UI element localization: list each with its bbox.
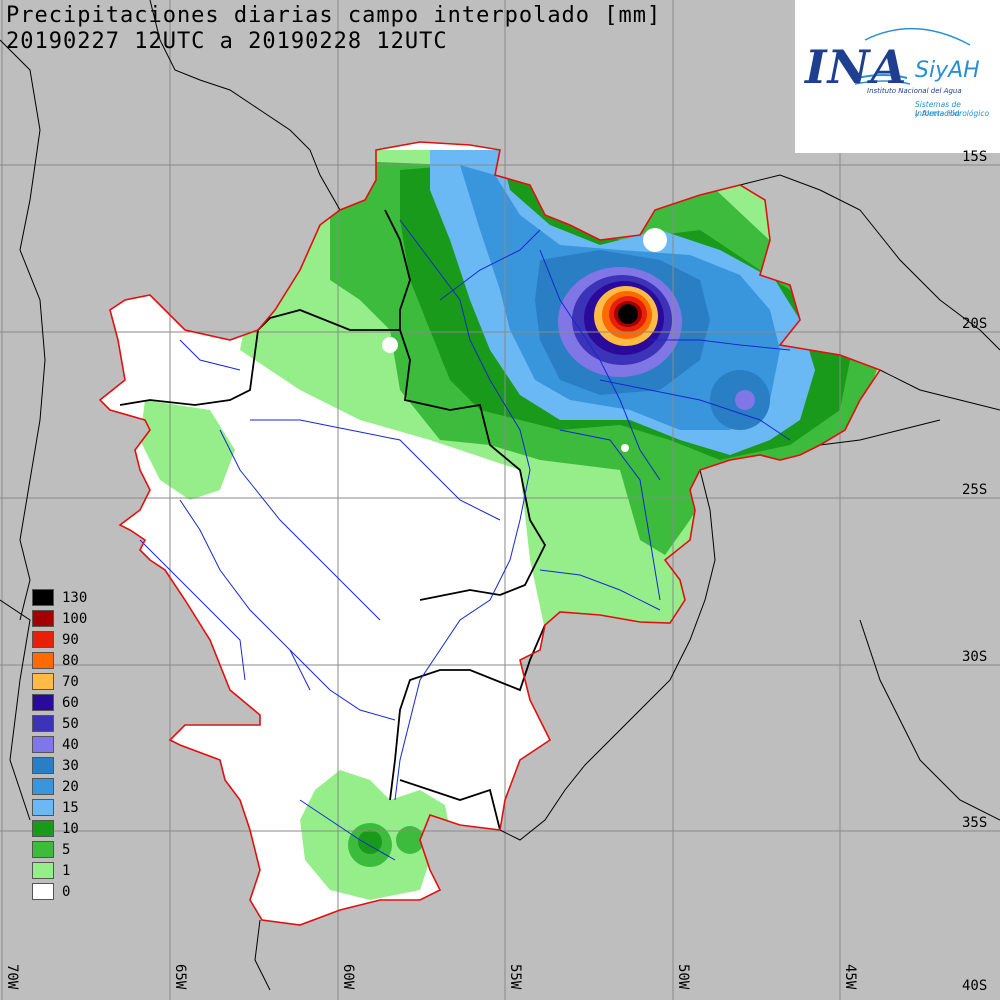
- legend-swatch: [32, 862, 54, 879]
- lon-label-65w: 65W: [172, 964, 188, 990]
- legend-label: 1: [62, 863, 71, 879]
- legend-swatch: [32, 799, 54, 816]
- logo-system-line1: Sistemas de Información: [915, 100, 961, 118]
- logo-system-line2: y Alerta Hidrológico: [915, 109, 990, 118]
- logo-ina-text: INA: [805, 40, 908, 94]
- basin-outline: [98, 141, 882, 926]
- lat-label-35s: 35S: [962, 815, 988, 831]
- legend-label: 60: [62, 695, 79, 711]
- logo-arc-icon: [854, 27, 971, 85]
- legend-swatch: [32, 757, 54, 774]
- legend-swatch: [32, 610, 54, 627]
- lat-label-20s: 20S: [962, 316, 988, 332]
- legend-label: 70: [62, 674, 79, 690]
- lon-label-60w: 60W: [340, 964, 356, 990]
- lon-label-70w: 70W: [4, 964, 20, 990]
- lon-label-45w: 45W: [842, 964, 858, 990]
- legend-swatch: [32, 631, 54, 648]
- legend-label: 80: [62, 653, 79, 669]
- legend-label: 15: [62, 800, 79, 816]
- lat-label-25s: 25S: [962, 482, 988, 498]
- legend-swatch: [32, 820, 54, 837]
- legend-swatch: [32, 652, 54, 669]
- legend-label: 130: [62, 590, 88, 606]
- logo-siyah-text: SiyAH: [915, 58, 980, 83]
- legend-label: 20: [62, 779, 79, 795]
- lat-label-15s: 15S: [962, 149, 988, 165]
- legend-swatch: [32, 673, 54, 690]
- legend-label: 30: [62, 758, 79, 774]
- legend-label: 0: [62, 884, 71, 900]
- map-period: 20190227 12UTC a 20190228 12UTC: [6, 29, 448, 54]
- legend-swatch: [32, 715, 54, 732]
- legend-swatch: [32, 841, 54, 858]
- lon-label-50w: 50W: [675, 964, 691, 990]
- inner-borders: [119, 209, 547, 831]
- legend-label: 100: [62, 611, 88, 627]
- lat-label-40s: 40S: [962, 978, 988, 994]
- logo-org-text: Instituto Nacional del Agua: [867, 87, 962, 95]
- legend-swatch: [32, 778, 54, 795]
- map-title: Precipitaciones diarias campo interpolad…: [6, 3, 662, 28]
- legend-swatch: [32, 589, 54, 606]
- legend-label: 40: [62, 737, 79, 753]
- legend-swatch: [32, 883, 54, 900]
- legend-label: 5: [62, 842, 71, 858]
- rivers: [139, 219, 791, 861]
- legend-swatch: [32, 736, 54, 753]
- lat-label-30s: 30S: [962, 649, 988, 665]
- legend-swatch: [32, 694, 54, 711]
- legend-label: 50: [62, 716, 79, 732]
- legend-label: 10: [62, 821, 79, 837]
- legend-label: 90: [62, 632, 79, 648]
- ina-logo: INA SiyAH Instituto Nacional del Agua Si…: [795, 0, 1000, 153]
- lon-label-55w: 55W: [507, 964, 523, 990]
